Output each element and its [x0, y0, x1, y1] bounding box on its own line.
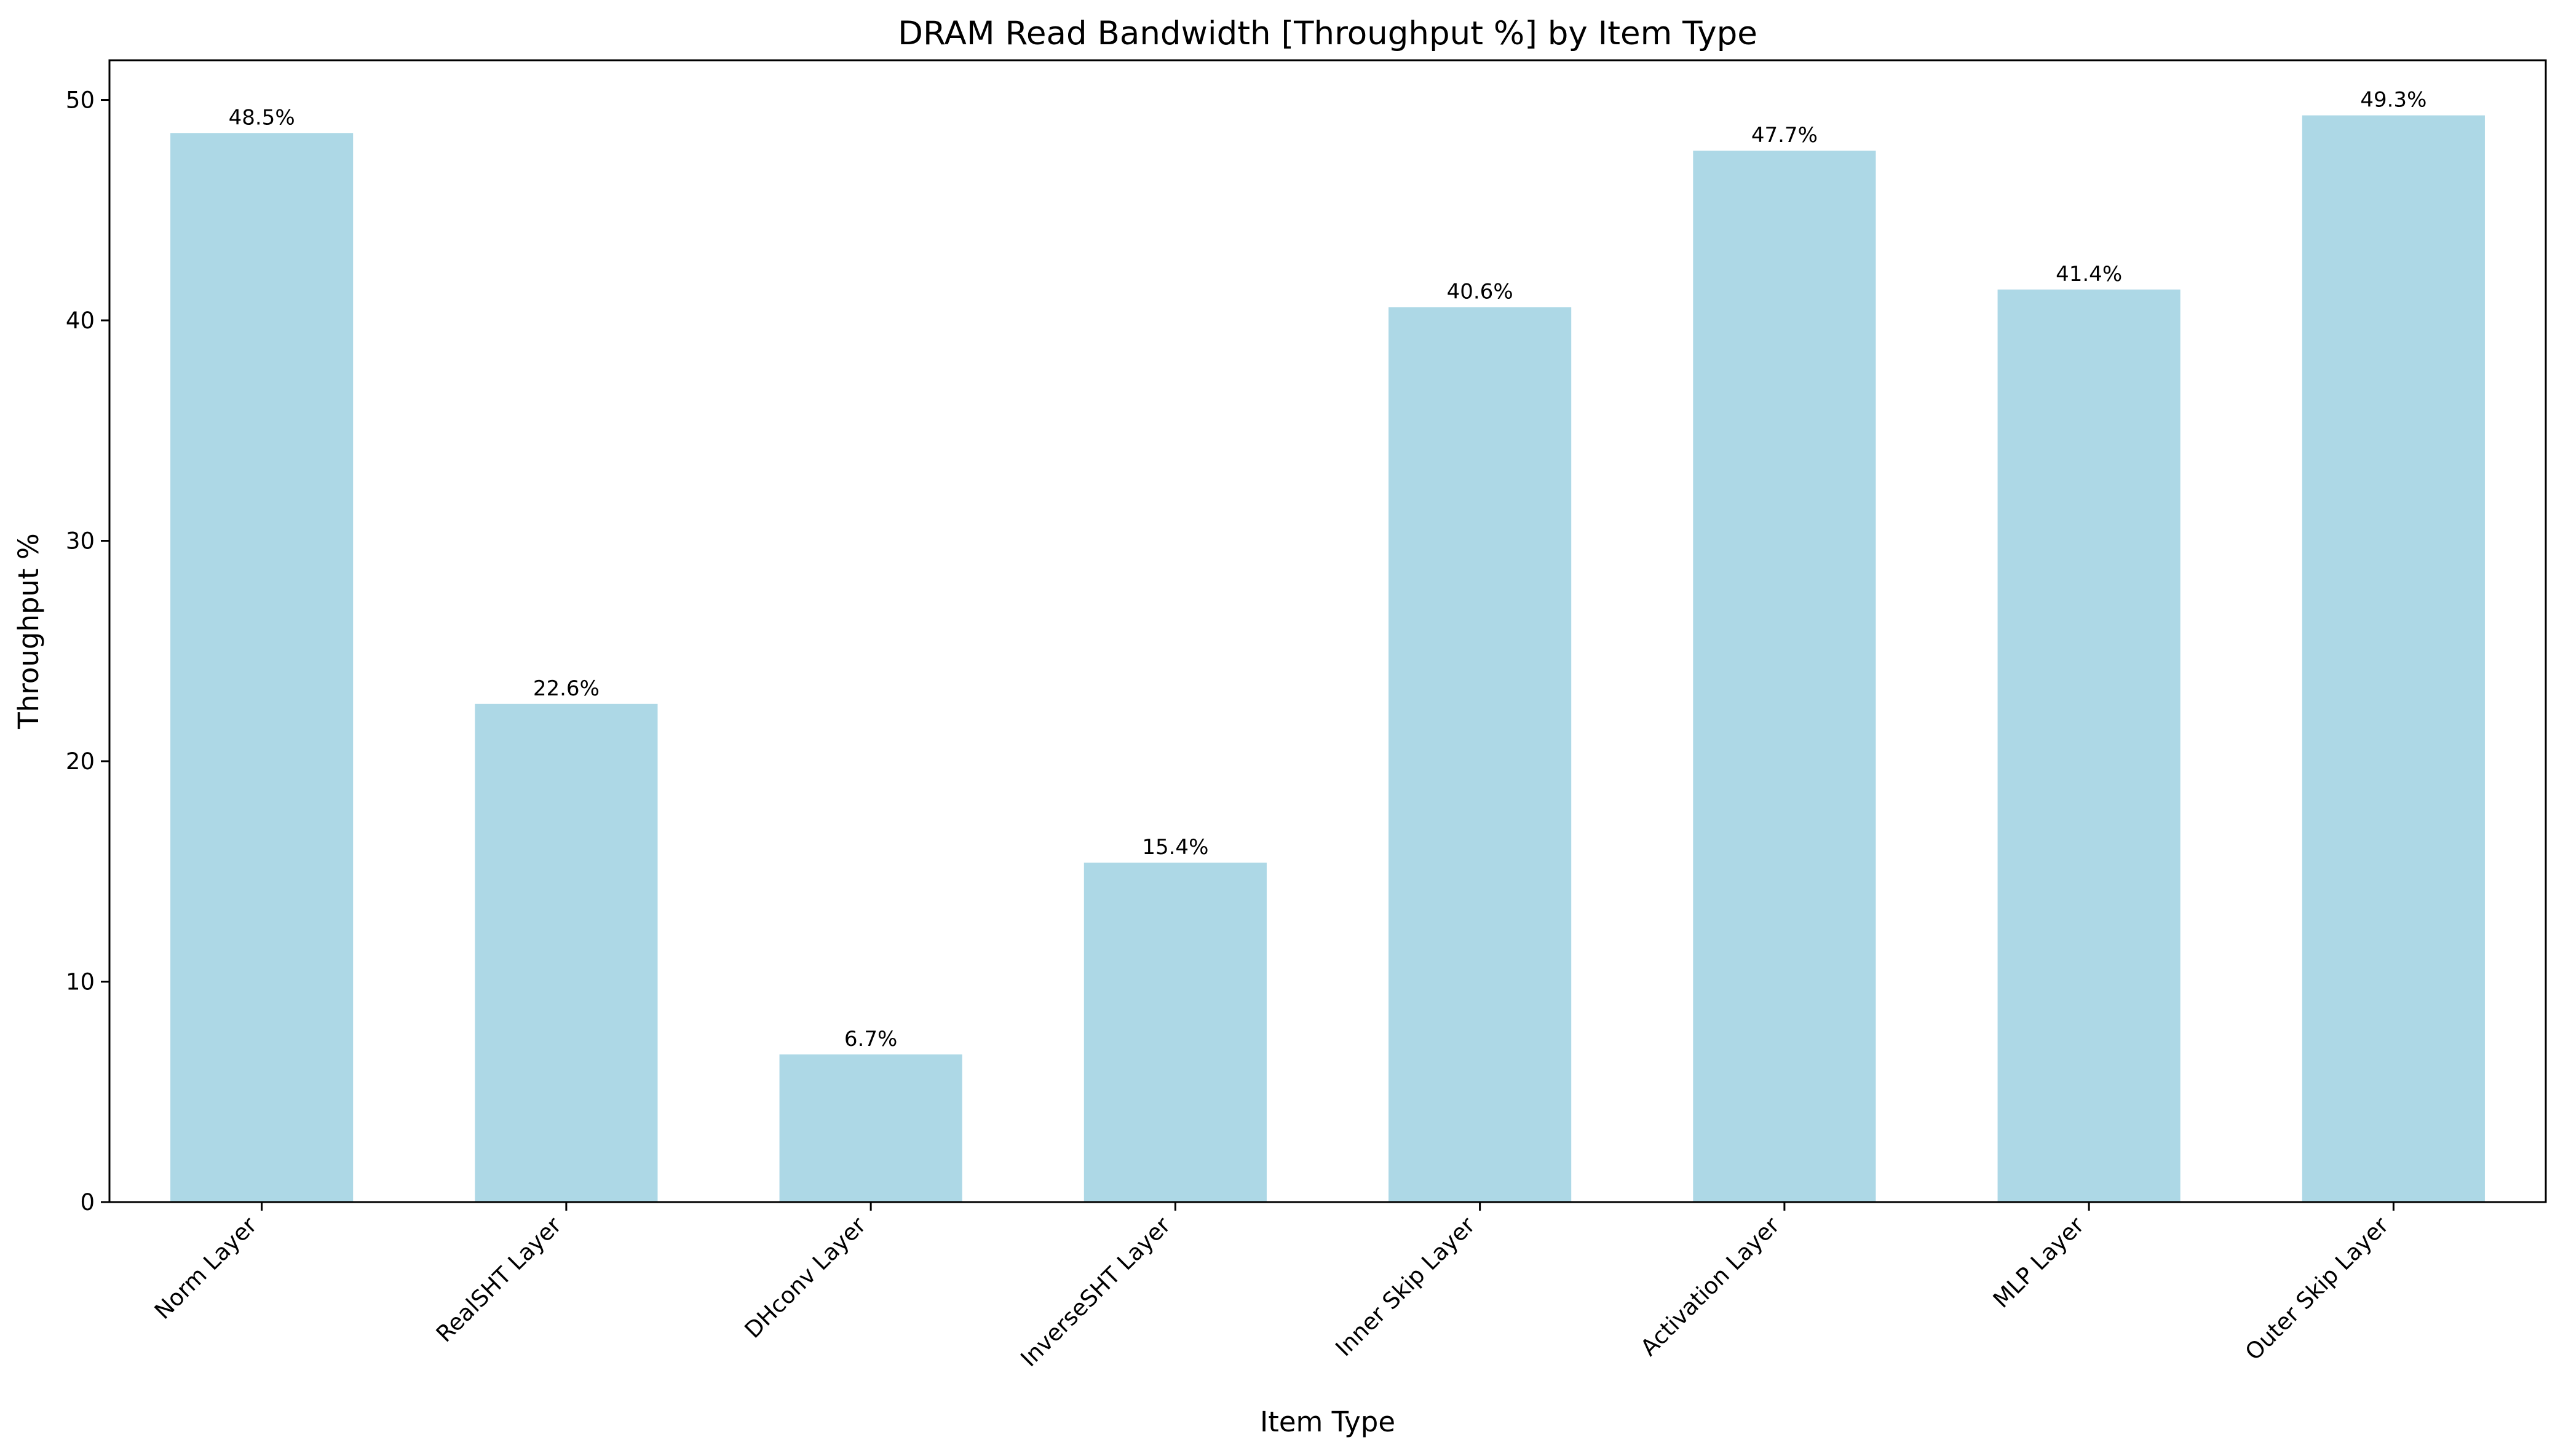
- data-label: 15.4%: [1142, 835, 1208, 860]
- data-label: 47.7%: [1751, 123, 1818, 148]
- data-label: 49.3%: [2360, 88, 2426, 113]
- bars-layer: [170, 115, 2485, 1203]
- plot-frame: [108, 59, 2547, 1203]
- y-tick-label: 30: [66, 528, 95, 555]
- data-labels-layer: 48.5% 22.6% 6.7% 15.4% 40.6% 47.7% 41.4% 49.3%: [229, 88, 2427, 1051]
- bar: [1388, 307, 1572, 1202]
- chart-title: DRAM Read Bandwidth [Throughput %] by It…: [898, 15, 1757, 52]
- y-tick-label: 10: [66, 969, 95, 995]
- y-tick-label: 0: [80, 1189, 95, 1216]
- y-tick-label: 40: [66, 307, 95, 334]
- bar: [475, 703, 658, 1202]
- bar: [1693, 150, 1876, 1202]
- y-tick-label: 50: [66, 87, 95, 114]
- data-label: 41.4%: [2056, 262, 2122, 287]
- data-label: 6.7%: [844, 1027, 897, 1051]
- bar: [170, 133, 354, 1202]
- bar: [779, 1054, 962, 1202]
- y-axis-ticks: 0 10 20 30 40 50: [66, 87, 109, 1216]
- data-label: 48.5%: [229, 105, 295, 130]
- bar: [2302, 115, 2485, 1203]
- y-axis-label: Throughput %: [12, 533, 45, 729]
- x-axis-label: Item Type: [1260, 1406, 1395, 1438]
- bar: [1997, 289, 2181, 1202]
- bar: [1083, 862, 1267, 1202]
- y-tick-label: 20: [66, 748, 95, 775]
- data-label: 40.6%: [1447, 280, 1513, 304]
- data-label: 22.6%: [533, 676, 600, 701]
